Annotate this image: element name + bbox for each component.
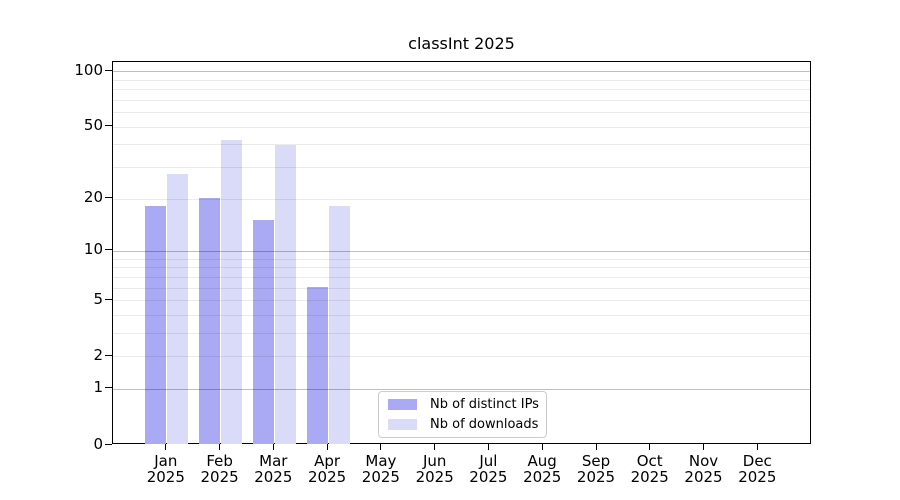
- legend: Nb of distinct IPs Nb of downloads: [378, 391, 547, 438]
- gridline-70: [113, 99, 810, 101]
- x-tick-label-mar: Mar 2025: [254, 452, 293, 486]
- x-tick-mark-nov: [703, 444, 704, 450]
- gridline-9: [113, 258, 810, 260]
- y-tick-label-100: 100: [74, 60, 103, 79]
- legend-item-distinct-ips: Nb of distinct IPs: [388, 397, 539, 413]
- bar-distinct-ips-feb: [199, 197, 221, 444]
- x-tick-label-jun: Jun 2025: [415, 452, 454, 486]
- gridline-5: [113, 300, 810, 301]
- y-tick-mark-20: [105, 197, 112, 198]
- x-tick-label-jul: Jul 2025: [469, 452, 508, 486]
- y-tick-mark-10: [105, 249, 112, 251]
- gridline-20: [113, 198, 810, 200]
- gridline-50: [113, 126, 810, 128]
- gridline-60: [113, 112, 810, 114]
- gridline-10: [113, 250, 810, 252]
- gridline-8: [113, 267, 810, 269]
- x-tick-mark-aug: [541, 444, 543, 450]
- plot-area: [112, 61, 811, 444]
- y-tick-mark-2: [105, 354, 112, 356]
- x-tick-mark-may: [380, 444, 382, 450]
- y-tick-mark-100: [105, 69, 112, 71]
- gridline-40: [113, 144, 810, 146]
- y-tick-label-2: 2: [93, 345, 103, 364]
- chart-title: classInt 2025: [408, 34, 515, 53]
- gridline-30: [113, 167, 810, 168]
- x-tick-label-apr: Apr 2025: [308, 452, 347, 486]
- gridline-100: [113, 71, 810, 73]
- bar-downloads-jan: [167, 174, 189, 444]
- legend-item-downloads: Nb of downloads: [388, 416, 539, 432]
- bar-distinct-ips-mar: [252, 219, 274, 444]
- x-tick-mark-oct: [649, 444, 651, 450]
- x-tick-mark-sep: [595, 444, 597, 450]
- legend-swatch-distinct-ips: [388, 399, 417, 411]
- gridline-3: [113, 332, 810, 334]
- x-tick-mark-mar: [272, 444, 274, 450]
- y-tick-mark-50: [105, 125, 112, 127]
- y-tick-label-5: 5: [93, 289, 103, 308]
- y-tick-label-0: 0: [93, 434, 103, 453]
- x-tick-label-sep: Sep 2025: [576, 452, 616, 486]
- gridline-6: [113, 287, 810, 289]
- x-tick-mark-apr: [326, 444, 328, 450]
- legend-swatch-downloads: [388, 418, 417, 430]
- y-tick-label-1: 1: [93, 378, 103, 397]
- legend-label-downloads: Nb of downloads: [430, 416, 539, 432]
- x-tick-mark-jan: [165, 444, 167, 450]
- y-tick-label-50: 50: [83, 116, 103, 135]
- y-tick-mark-0: [105, 443, 112, 445]
- gridline-2: [113, 356, 810, 358]
- x-tick-mark-dec: [756, 444, 758, 450]
- x-tick-label-feb: Feb 2025: [200, 452, 239, 486]
- y-tick-label-10: 10: [83, 240, 103, 259]
- gridline-4: [113, 314, 810, 316]
- x-tick-label-oct: Oct 2025: [630, 452, 669, 486]
- gridline-90: [113, 79, 810, 81]
- x-tick-label-may: May 2025: [361, 452, 400, 486]
- y-tick-mark-1: [105, 387, 112, 389]
- bar-distinct-ips-apr: [306, 286, 328, 444]
- bar-distinct-ips-jan: [145, 205, 167, 444]
- y-tick-label-20: 20: [83, 188, 103, 206]
- bar-downloads-feb: [221, 139, 243, 444]
- x-tick-mark-jun: [434, 444, 436, 450]
- legend-label-distinct-ips: Nb of distinct IPs: [430, 397, 539, 413]
- bar-downloads-apr: [328, 205, 350, 444]
- x-tick-label-aug: Aug 2025: [523, 452, 562, 486]
- x-tick-label-nov: Nov 2025: [684, 452, 723, 486]
- gridline-7: [113, 276, 810, 278]
- x-tick-label-jan: Jan 2025: [146, 452, 185, 486]
- gridline-80: [113, 89, 810, 91]
- x-tick-mark-jul: [487, 444, 489, 450]
- x-tick-mark-feb: [219, 444, 221, 450]
- x-tick-label-dec: Dec 2025: [738, 452, 777, 486]
- y-tick-mark-5: [105, 298, 112, 300]
- gridline-1: [113, 388, 810, 390]
- bar-downloads-mar: [274, 145, 296, 444]
